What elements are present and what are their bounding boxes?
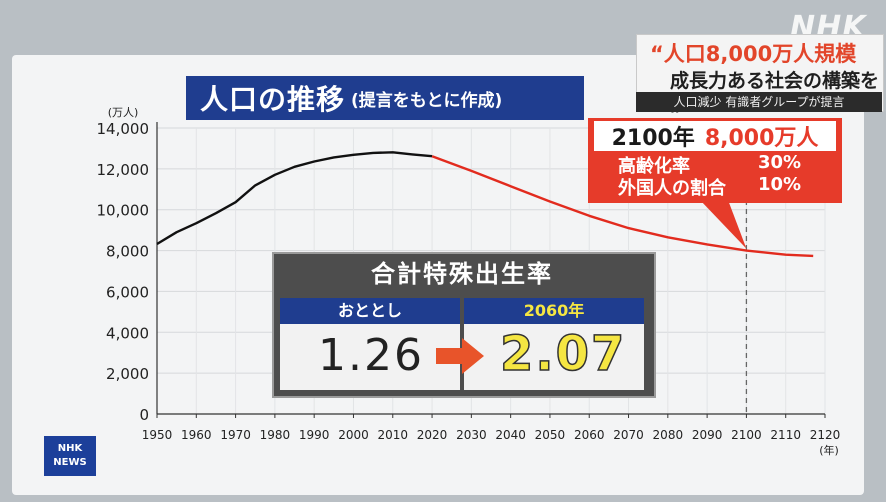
x-tick-label: 1990 [299,428,330,442]
x-tick-label: 2070 [613,428,644,442]
series-layer [156,151,814,258]
x-tick-label: 2010 [377,428,408,442]
x-tick-label: 2060 [574,428,605,442]
headline-subtitle: 人口減少 有識者グループが提言 [636,92,882,112]
callout-row-aging: 高齢化率 30% [618,152,801,178]
y-tick-label: 2,000 [106,365,149,383]
y-tick-label: 6,000 [106,283,149,301]
x-tick-label: 2120 [810,428,841,442]
y-tick-label: 4,000 [106,324,149,342]
fertility-right-cell [464,324,644,390]
fertility-left-label: おととし [280,298,460,324]
x-tick-label: 2000 [338,428,369,442]
y-axis-label: (万人) [108,106,139,119]
label-layer: 0 2,000 4,000 6,000 8,000 10,000 12,000 14,000 1… [97,106,841,457]
nhk-news-logo: NHK NEWS [44,436,96,476]
series-line-0 [156,151,433,246]
x-tick-label: 1980 [260,428,291,442]
fertility-left-cell [280,324,460,390]
fertility-right-label: 2060年 [464,298,644,324]
y-tick-label: 0 [139,406,149,424]
arrow-right-icon [436,338,484,374]
callout-row-foreign: 外国人の割合 10% [618,174,801,200]
fertility-right-value: 2.07 [499,325,627,383]
y-tick-label: 12,000 [97,161,150,179]
chart-title-sub: (提言をもとに作成) [351,90,503,111]
y-tick-label: 14,000 [97,120,150,138]
series-line-1 [431,155,814,258]
x-tick-label: 2040 [495,428,526,442]
logo-line2: NEWS [53,457,87,468]
fertility-left-value: 1.26 [318,330,424,381]
x-tick-label: 1970 [220,428,251,442]
y-tick-label: 8,000 [106,243,149,261]
chart-title-main: 人口の推移 [200,83,346,116]
headline-line1: “人口8,000万人規模 [650,42,857,66]
x-tick-label: 2050 [535,428,566,442]
logo-line1: NHK [57,443,83,454]
y-tick-label: 10,000 [97,202,150,220]
fertility-rate-title: 合計特殊出生率 [371,260,553,288]
x-tick-label: 1960 [181,428,212,442]
callout-population: 8,000万人 [704,126,819,151]
x-tick-label: 1950 [142,428,173,442]
x-tick-label: 2090 [692,428,723,442]
callout-year: 2100年 [611,126,695,151]
x-tick-label: 2030 [456,428,487,442]
callout-row-label: 外国人の割合 [618,178,726,199]
callout-row-value: 30% [758,152,802,173]
callout-row-value: 10% [758,174,802,195]
x-axis-label: (年) [819,443,839,457]
x-tick-label: 2080 [653,428,684,442]
chart-title: 人口の推移 (提言をもとに作成) [186,76,584,120]
callout-row-label: 高齢化率 [618,156,690,177]
callout-header: 2100年 8,000万人 [594,121,836,151]
x-tick-label: 2100 [731,428,762,442]
x-tick-label: 2020 [417,428,448,442]
callout-pointer [700,200,747,249]
x-tick-label: 2110 [770,428,801,442]
